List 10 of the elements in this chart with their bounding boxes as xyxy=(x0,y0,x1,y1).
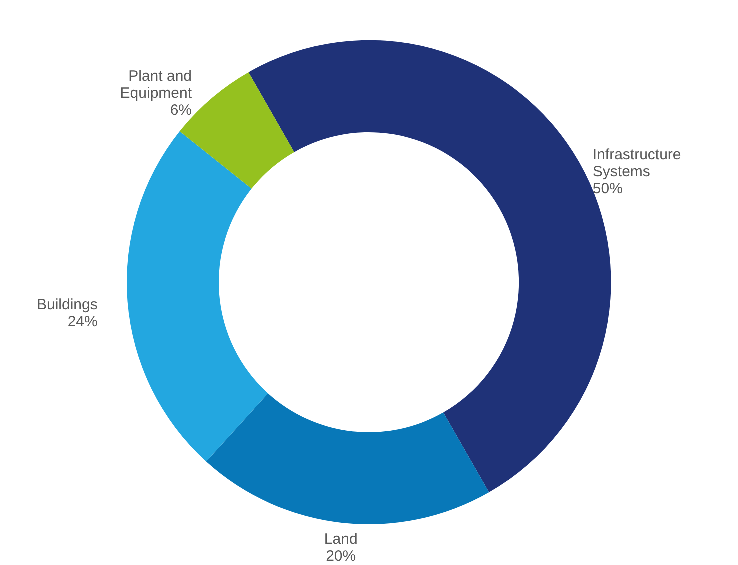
data-label: 24% xyxy=(68,313,98,330)
data-label: 20% xyxy=(326,548,356,565)
slice-label: Land xyxy=(324,530,358,548)
slice-label: Plant and Equipment xyxy=(120,68,193,102)
slice-label: Buildings xyxy=(37,296,98,314)
data-label: 6% xyxy=(170,102,192,119)
data-label: 50% xyxy=(592,180,623,198)
donut-slice xyxy=(127,132,268,462)
donut-slice xyxy=(206,394,490,524)
slice-label: Infrastructure Systems xyxy=(592,146,682,180)
